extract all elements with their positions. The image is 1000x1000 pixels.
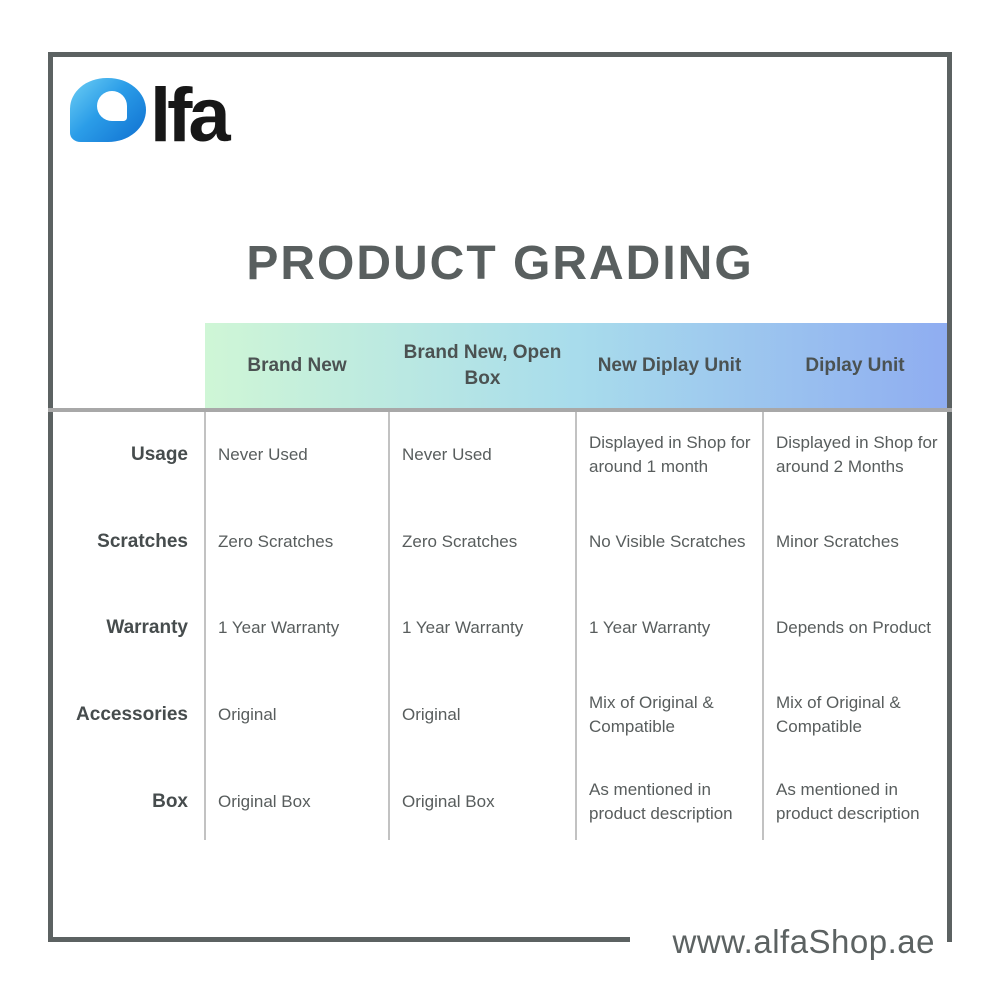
table-cell: 1 Year Warranty xyxy=(589,618,711,638)
row-label-accessories: Accessories xyxy=(76,704,188,726)
table-cell: Mix of Original & Compatible xyxy=(776,692,901,737)
frame-bottom-line xyxy=(48,937,630,942)
table-cell: Original xyxy=(218,705,277,725)
row-label-warranty: Warranty xyxy=(106,617,188,639)
row-label-scratches: Scratches xyxy=(97,530,188,552)
row-label-box: Box xyxy=(152,790,188,812)
table-cell: Displayed in Shop for around 1 month xyxy=(589,433,751,477)
column-header-new-display-unit: New Diplay Unit xyxy=(597,354,742,376)
website-url: www.alfaShop.ae xyxy=(672,923,935,960)
table-cell: Minor Scratches xyxy=(776,531,899,551)
header-divider-line xyxy=(48,408,952,412)
alfa-logo-blue-a-icon xyxy=(70,78,146,142)
table-cell: As mentioned in product description xyxy=(776,779,920,823)
table-header-band: Brand New Brand New, Open Box New Diplay… xyxy=(205,323,947,408)
table-cell: Depends on Product xyxy=(776,618,931,638)
alfa-logo: lfa xyxy=(70,78,231,154)
column-divider xyxy=(388,412,390,840)
table-cell: Zero Scratches xyxy=(218,531,334,551)
table-cell: 1 Year Warranty xyxy=(402,618,524,638)
alfa-logo-text: lfa xyxy=(150,73,231,158)
table-cell: Original xyxy=(402,705,461,725)
page-title: PRODUCT GRADING xyxy=(246,237,754,290)
column-header-brand-new-open-box: Brand New, Open Box xyxy=(403,341,562,389)
column-divider xyxy=(575,412,577,840)
grading-table: Usage Never Used Never Used Displayed in… xyxy=(48,412,947,845)
table-cell: Zero Scratches xyxy=(402,531,518,551)
table-cell: 1 Year Warranty xyxy=(218,618,340,638)
table-cell: No Visible Scratches xyxy=(589,531,746,551)
column-header-display-unit: Diplay Unit xyxy=(805,354,905,376)
poster-frame xyxy=(48,52,952,942)
table-cell: Original Box xyxy=(218,791,311,811)
table-cell: Original Box xyxy=(402,791,495,811)
table-cell: Never Used xyxy=(218,445,308,465)
column-divider xyxy=(204,412,206,840)
table-cell: Mix of Original & Compatible xyxy=(589,692,714,737)
table-cell: Never Used xyxy=(402,445,492,465)
column-divider xyxy=(762,412,764,840)
column-header-brand-new: Brand New xyxy=(247,354,347,376)
row-label-usage: Usage xyxy=(130,444,188,466)
table-cell: Displayed in Shop for around 2 Months xyxy=(776,433,938,477)
table-cell: As mentioned in product description xyxy=(589,779,733,823)
